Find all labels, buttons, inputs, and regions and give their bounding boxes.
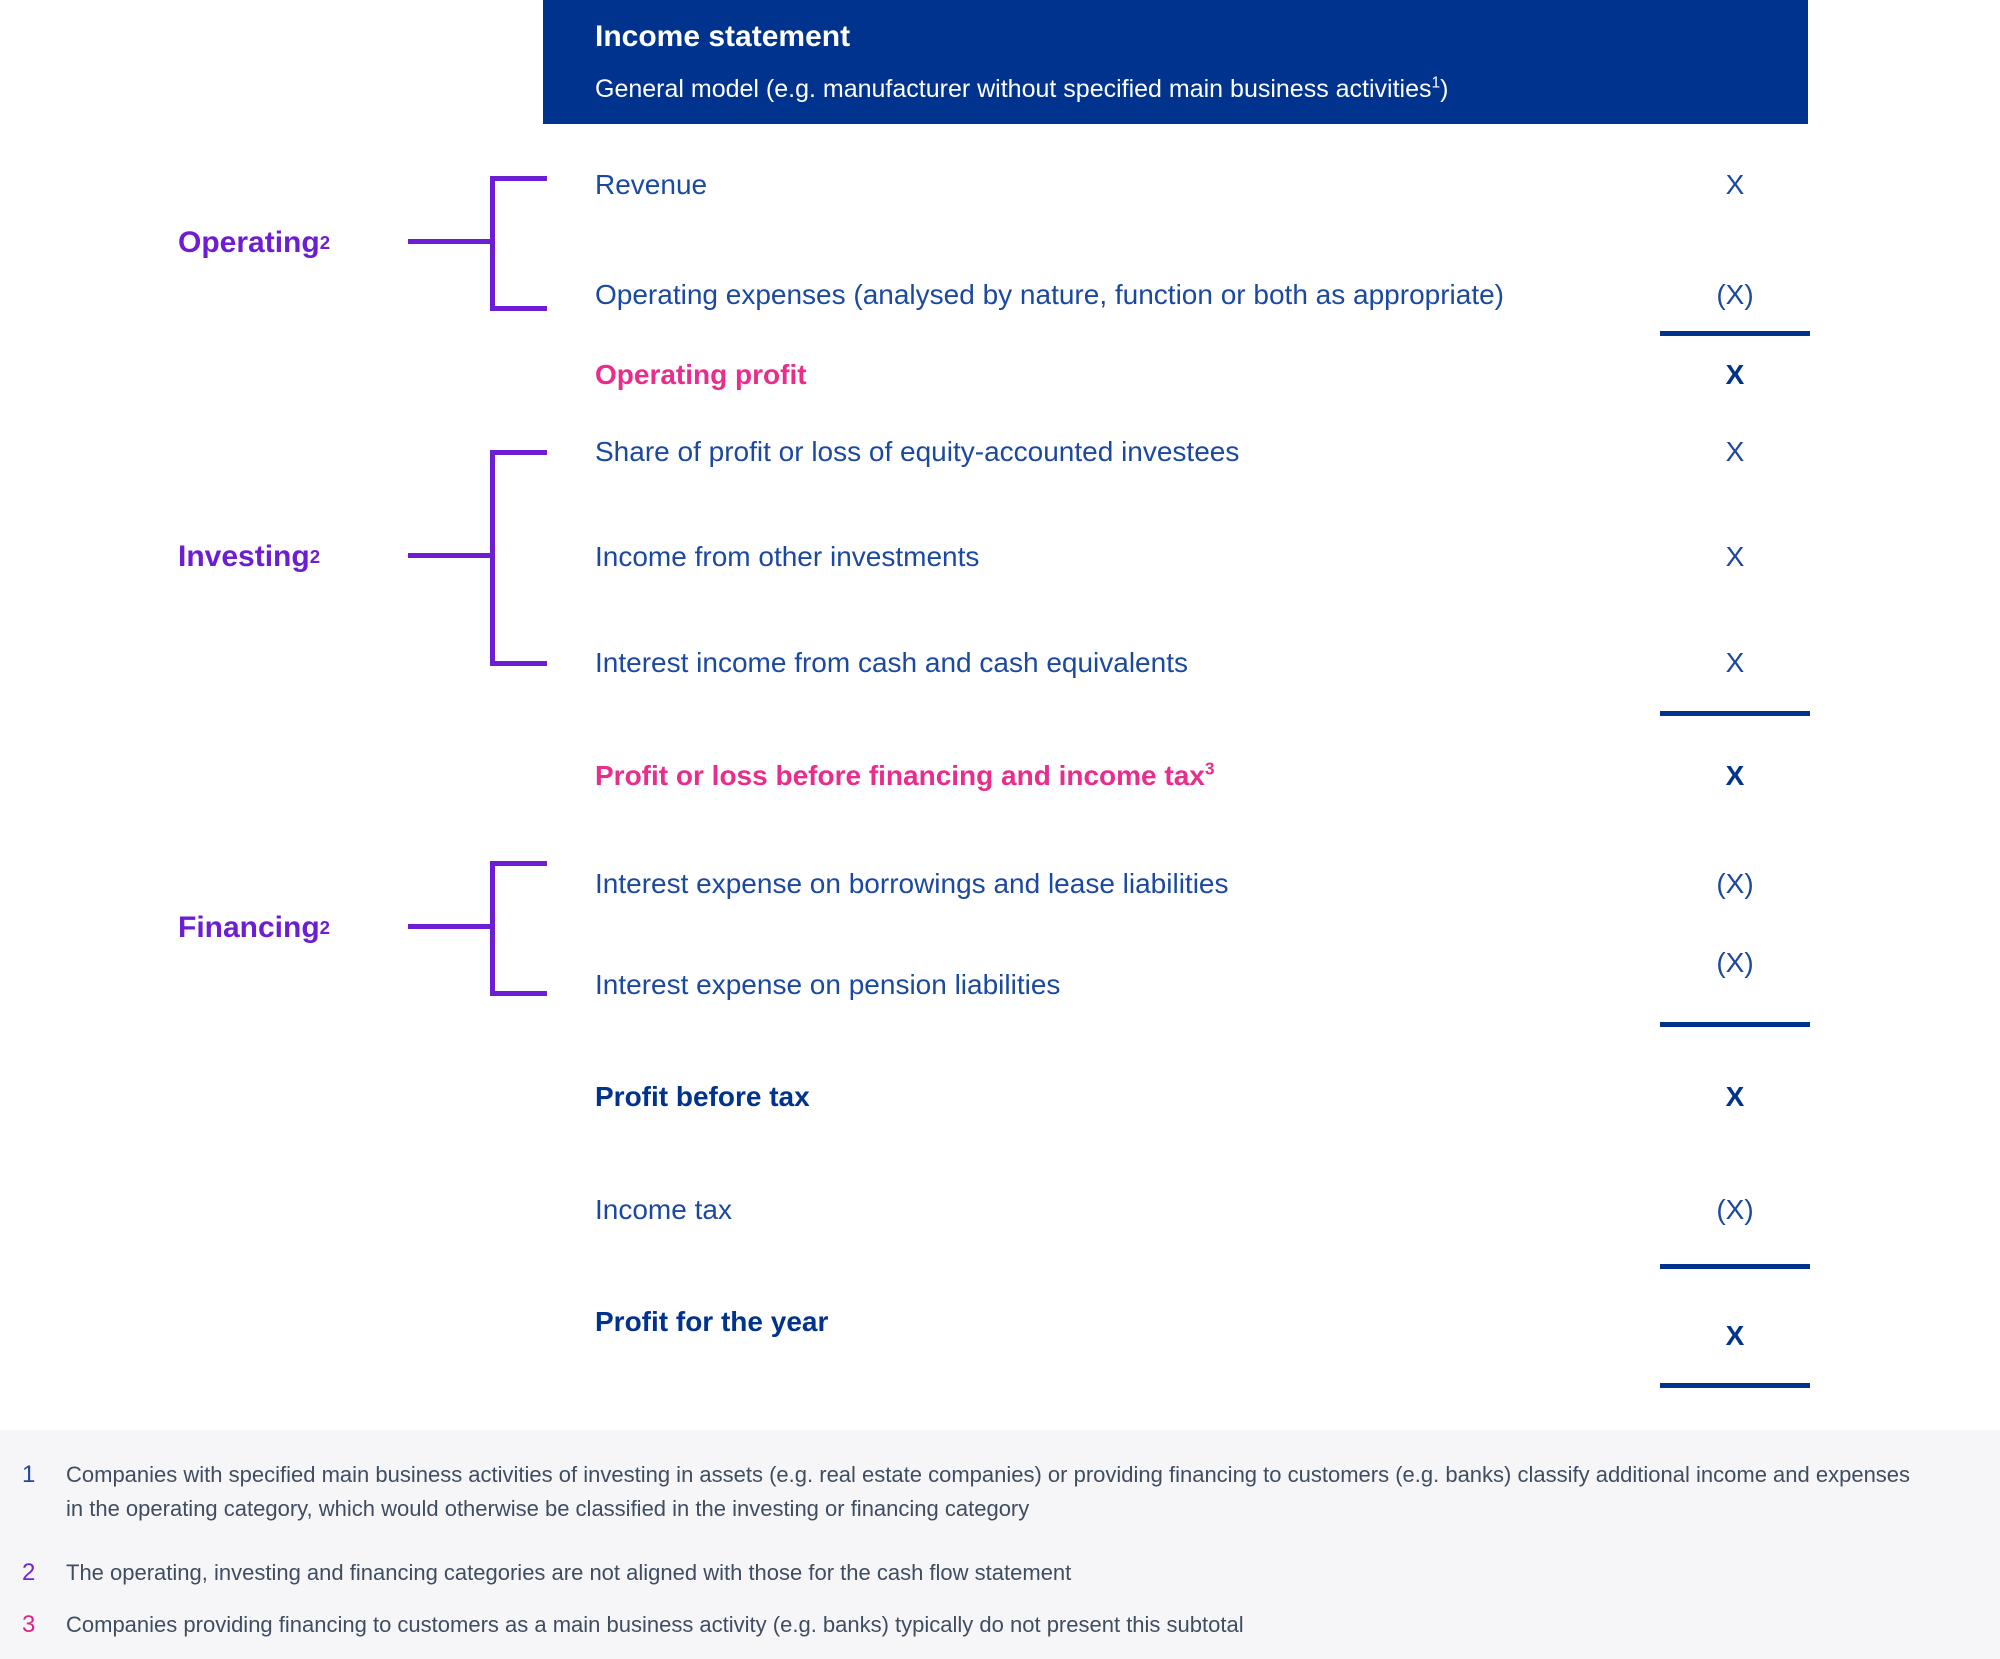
row-profit-before-tax: Profit before tax X — [595, 1075, 1810, 1119]
footnote-3: 3 Companies providing financing to custom… — [22, 1608, 1972, 1642]
row-value: X — [1725, 760, 1745, 791]
row-label: Income tax — [595, 1194, 732, 1225]
footnote-number: 3 — [22, 1611, 36, 1638]
footnotes-band: 1 Companies with specified main business … — [0, 1430, 2000, 1659]
financing-connector-line — [408, 924, 490, 929]
subtotal-rule — [1660, 1264, 1810, 1269]
category-label-investing: Investing 2 — [178, 540, 321, 573]
category-label-financing: Financing 2 — [178, 911, 331, 944]
category-text: Operating — [178, 226, 320, 259]
footnote-text: Companies with specified main business a… — [66, 1462, 1911, 1521]
subtitle-suffix: ) — [1440, 75, 1449, 103]
footnote-text: The operating, investing and financing c… — [66, 1560, 1072, 1585]
row-label: Income from other investments — [595, 541, 980, 572]
financing-bracket — [490, 861, 547, 996]
subtitle-footnote-ref: 1 — [1431, 74, 1441, 92]
category-text: Investing — [178, 540, 310, 573]
row-label: Share of profit or loss of equity-accoun… — [595, 436, 1240, 467]
page-subtitle: General model (e.g. manufacturer without… — [595, 75, 1808, 104]
row-label: Profit for the year — [595, 1306, 829, 1337]
row-income-other-investments: Income from other investments X — [595, 535, 1810, 579]
footnote-number: 2 — [22, 1559, 36, 1586]
row-label: Revenue — [595, 169, 708, 200]
subtotal-rule — [1660, 331, 1810, 336]
row-label: Profit before tax — [595, 1081, 810, 1112]
row-value: X — [1725, 1081, 1745, 1112]
row-interest-expense-pension: Interest expense on pension liabilities … — [595, 947, 1810, 1007]
total-rule — [1660, 1383, 1810, 1388]
footnote-number: 1 — [22, 1461, 36, 1488]
footnote-2: 2 The operating, investing and financing … — [22, 1556, 1972, 1590]
investing-connector-line — [408, 553, 490, 558]
row-value: X — [1725, 541, 1745, 572]
row-profit-for-the-year: Profit for the year X — [595, 1300, 1810, 1351]
row-value: X — [1725, 359, 1745, 390]
category-text: Financing — [178, 911, 320, 944]
row-value: (X) — [1716, 947, 1754, 978]
row-interest-expense-borrowings: Interest expense on borrowings and lease… — [595, 862, 1810, 906]
row-interest-income-cash: Interest income from cash and cash equiv… — [595, 641, 1810, 685]
row-value: (X) — [1716, 1194, 1754, 1225]
header-banner: Income statement General model (e.g. man… — [543, 0, 1808, 124]
operating-bracket — [490, 176, 547, 311]
row-label: Interest income from cash and cash equiv… — [595, 647, 1188, 678]
row-operating-expenses: Operating expenses (analysed by nature, … — [595, 273, 1810, 317]
row-share-of-profit: Share of profit or loss of equity-accoun… — [595, 430, 1810, 474]
row-value: (X) — [1716, 279, 1754, 310]
row-value: X — [1725, 647, 1745, 678]
investing-bracket — [490, 450, 547, 666]
row-label: Interest expense on pension liabilities — [595, 969, 1061, 1000]
row-revenue: Revenue X — [595, 163, 1810, 207]
footnote-1: 1 Companies with specified main business … — [22, 1458, 1972, 1526]
subtitle-text: General model (e.g. manufacturer without… — [595, 75, 1432, 103]
row-operating-profit: Operating profit X — [595, 353, 1810, 397]
row-profit-before-financing-tax: Profit or loss before financing and inco… — [595, 754, 1810, 798]
row-label: Operating profit — [595, 359, 807, 390]
subtotal-rule — [1660, 711, 1810, 716]
category-label-operating: Operating 2 — [178, 226, 331, 259]
operating-connector-line — [408, 239, 490, 244]
row-label: Interest expense on borrowings and lease… — [595, 868, 1229, 899]
row-label: Operating expenses (analysed by nature, … — [595, 279, 1505, 310]
subtotal-rule — [1660, 1022, 1810, 1027]
footnote-text: Companies providing financing to custome… — [66, 1612, 1244, 1637]
row-value: X — [1725, 1320, 1745, 1351]
row-value: X — [1725, 169, 1745, 200]
row-value: X — [1725, 436, 1745, 467]
page-title: Income statement — [595, 20, 851, 53]
row-value: (X) — [1716, 868, 1754, 899]
row-label: Profit or loss before financing and inco… — [595, 758, 1215, 791]
row-income-tax: Income tax (X) — [595, 1188, 1810, 1232]
